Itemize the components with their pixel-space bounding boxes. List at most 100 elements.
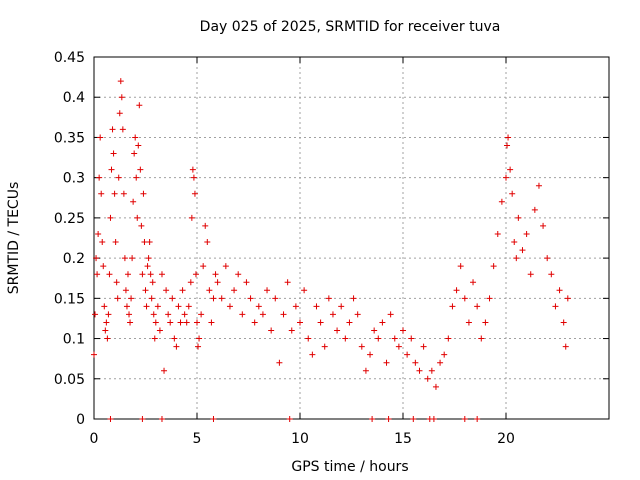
data-point — [235, 271, 242, 278]
y-tick-label: 0.3 — [63, 171, 85, 187]
data-point — [531, 206, 538, 213]
data-point — [114, 295, 121, 302]
data-point — [416, 367, 423, 374]
data-point — [98, 190, 105, 197]
data-point — [498, 198, 505, 205]
y-tick-label: 0.1 — [63, 332, 85, 348]
data-point — [507, 166, 514, 173]
data-point — [325, 295, 332, 302]
data-point — [486, 295, 493, 302]
data-point — [251, 319, 258, 326]
data-point — [449, 303, 456, 310]
data-point — [177, 319, 184, 326]
data-point — [97, 134, 104, 141]
data-point — [560, 319, 567, 326]
data-point — [286, 416, 293, 422]
data-point — [181, 311, 188, 318]
y-tick-label: 0.45 — [54, 50, 85, 66]
data-point — [179, 287, 186, 294]
data-point — [523, 230, 530, 237]
data-point — [116, 110, 123, 117]
data-point — [195, 343, 202, 350]
data-point — [190, 174, 197, 181]
data-point — [115, 174, 122, 181]
data-point — [562, 343, 569, 350]
data-point — [135, 142, 142, 149]
data-point — [133, 174, 140, 181]
data-point — [461, 416, 468, 422]
data-point — [145, 255, 152, 262]
data-point — [131, 150, 138, 157]
data-point — [395, 343, 402, 350]
data-point — [504, 142, 511, 149]
data-point — [527, 271, 534, 278]
data-point — [185, 303, 192, 310]
data-point — [200, 263, 207, 270]
data-point — [171, 335, 178, 342]
chart-title: Day 025 of 2025, SRMTID for receiver tuv… — [200, 19, 501, 35]
data-point — [119, 126, 126, 133]
data-point — [321, 343, 328, 350]
data-point — [474, 303, 481, 310]
x-tick-label: 15 — [394, 431, 412, 447]
data-point — [154, 303, 161, 310]
data-point — [362, 367, 369, 374]
data-point — [288, 327, 295, 334]
data-point — [138, 222, 145, 229]
data-point — [410, 416, 417, 422]
data-point — [134, 214, 141, 221]
data-point — [198, 311, 205, 318]
data-point — [106, 271, 113, 278]
data-point — [128, 295, 135, 302]
y-tick-label: 0.05 — [54, 372, 85, 388]
data-point — [187, 279, 194, 286]
data-point — [196, 335, 203, 342]
data-point — [95, 230, 102, 237]
data-point — [152, 319, 159, 326]
data-point — [202, 222, 209, 229]
data-point — [100, 263, 107, 270]
data-point — [94, 271, 101, 278]
data-point — [385, 416, 392, 422]
data-point — [150, 311, 157, 318]
data-point — [158, 416, 165, 422]
data-point — [412, 359, 419, 366]
data-point — [191, 190, 198, 197]
data-point — [400, 327, 406, 334]
data-point — [169, 295, 176, 302]
data-point — [478, 335, 485, 342]
data-point — [540, 222, 547, 229]
data-point — [92, 311, 99, 318]
data-point — [247, 295, 254, 302]
data-point — [222, 263, 229, 270]
data-point — [535, 182, 542, 189]
data-point — [272, 295, 279, 302]
data-point — [424, 375, 431, 382]
data-point — [120, 190, 127, 197]
data-point — [284, 279, 291, 286]
data-point — [544, 255, 551, 262]
data-point — [102, 327, 109, 334]
data-point — [441, 351, 448, 358]
data-point — [329, 311, 336, 318]
data-point — [408, 335, 415, 342]
x-tick-label: 0 — [90, 431, 99, 447]
data-point — [156, 327, 163, 334]
data-point — [141, 239, 148, 246]
data-point — [428, 367, 435, 374]
data-point — [430, 416, 437, 422]
data-point — [264, 287, 271, 294]
data-point — [127, 319, 134, 326]
data-point — [167, 319, 174, 326]
x-tick-labels: 0 5 10 15 20 — [90, 431, 515, 447]
data-point — [121, 255, 128, 262]
data-point — [149, 279, 156, 286]
x-tick-label: 20 — [497, 431, 515, 447]
data-point — [132, 134, 139, 141]
data-point — [105, 311, 112, 318]
data-point — [297, 319, 303, 326]
data-point — [158, 271, 165, 278]
data-point — [188, 214, 195, 221]
data-point — [124, 271, 131, 278]
data-point — [338, 303, 345, 310]
